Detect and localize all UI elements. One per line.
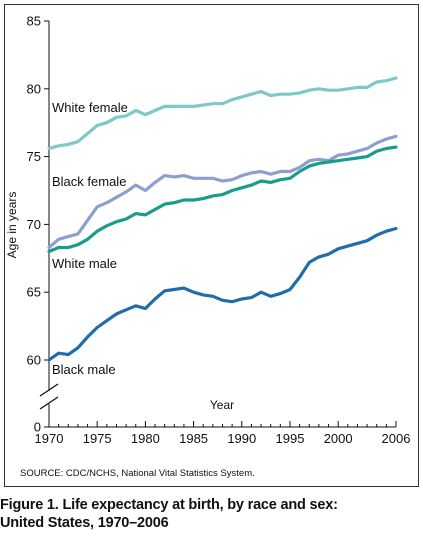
x-tick-label: 1995 xyxy=(276,431,305,446)
source-note: SOURCE: CDC/NCHS, National Vital Statist… xyxy=(20,468,255,479)
x-tick-label: 1975 xyxy=(83,431,112,446)
series-line-white-male xyxy=(47,145,398,254)
series-line-white-female xyxy=(47,76,398,151)
y-tick-label: 70 xyxy=(27,217,41,232)
series-label-white-male: White male xyxy=(52,256,117,271)
x-tick-label: 1980 xyxy=(131,431,160,446)
x-tick-label: 1985 xyxy=(179,431,208,446)
y-tick-label: 75 xyxy=(27,149,41,164)
x-tick-label: 1990 xyxy=(227,431,256,446)
labels-layer: White female Black female White male Black … xyxy=(52,100,128,377)
x-axis-label: Year xyxy=(210,398,234,412)
y-tick-label: 85 xyxy=(27,14,41,29)
series-label-black-female: Black female xyxy=(52,174,126,189)
series-label-white-female: White female xyxy=(52,100,128,115)
y-tick-label: 65 xyxy=(27,285,41,300)
y-axis-label: Age in years xyxy=(5,192,19,259)
chart-frame xyxy=(4,4,419,487)
y-tick-label: 0 xyxy=(34,420,41,435)
axis-break-mark xyxy=(39,396,59,410)
x-tick-label: 2006 xyxy=(382,431,411,446)
caption-line-2: United States, 1970–2006 xyxy=(0,515,169,531)
y-tick-label: 60 xyxy=(27,353,41,368)
series-line-black-female xyxy=(47,134,398,250)
y-tick-label: 80 xyxy=(27,81,41,96)
x-tick-label: 1970 xyxy=(35,431,64,446)
x-tick-label: 2000 xyxy=(324,431,353,446)
series-label-black-male: Black male xyxy=(52,362,116,377)
axis-break-mark xyxy=(39,383,59,397)
series-layer xyxy=(47,76,398,362)
series-line-black-male xyxy=(47,226,398,362)
figure-caption: Figure 1. Life expectancy at birth, by r… xyxy=(0,496,423,532)
caption-line-1: Figure 1. Life expectancy at birth, by r… xyxy=(0,497,338,513)
